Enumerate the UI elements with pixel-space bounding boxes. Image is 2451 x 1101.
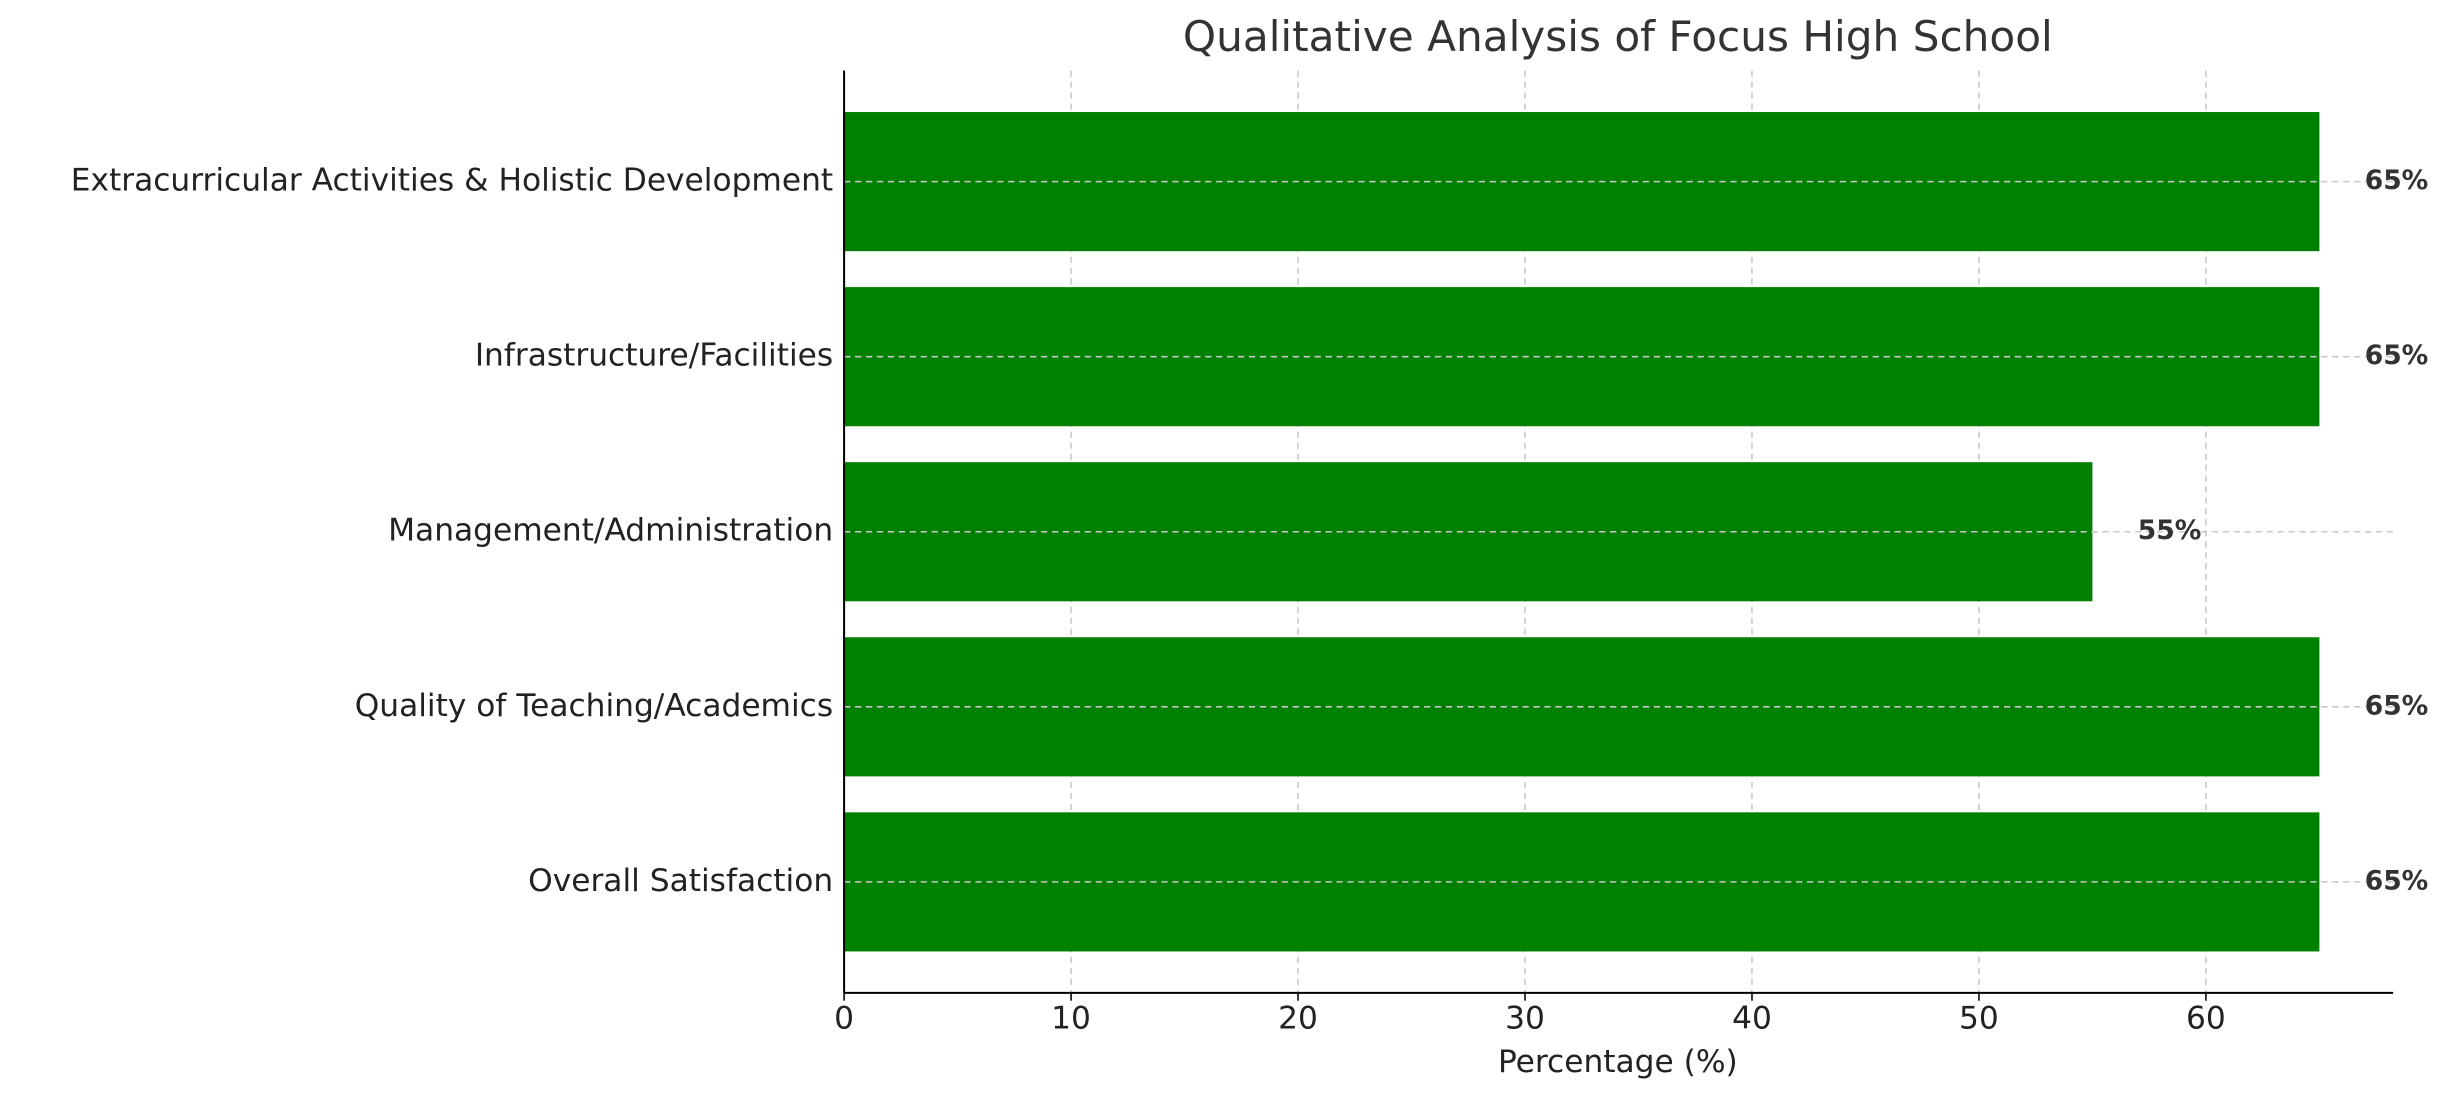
x-axis-label: Percentage (%) <box>1498 1044 1738 1080</box>
y-tick-label: Overall Satisfaction <box>528 863 833 899</box>
x-tick-label: 60 <box>2186 1000 2226 1036</box>
value-label: 65% <box>2365 865 2429 896</box>
y-tick-label: Management/Administration <box>388 513 833 549</box>
x-tick-label: 40 <box>1732 1000 1772 1036</box>
x-tick-label: 10 <box>1051 1000 1091 1036</box>
value-label: 55% <box>2138 515 2202 546</box>
value-label: 65% <box>2365 340 2429 371</box>
chart-title: Qualitative Analysis of Focus High Schoo… <box>1183 12 2053 61</box>
value-label: 65% <box>2365 165 2429 196</box>
y-tick-label: Infrastructure/Facilities <box>475 338 833 374</box>
x-tick-label: 30 <box>1505 1000 1545 1036</box>
x-tick-label: 20 <box>1278 1000 1318 1036</box>
y-tick-label: Extracurricular Activities & Holistic De… <box>71 163 833 199</box>
x-tick-label: 50 <box>1959 1000 1999 1036</box>
x-tick-label: 0 <box>834 1000 854 1036</box>
y-tick-label: Quality of Teaching/Academics <box>355 688 833 724</box>
value-label: 65% <box>2365 690 2429 721</box>
